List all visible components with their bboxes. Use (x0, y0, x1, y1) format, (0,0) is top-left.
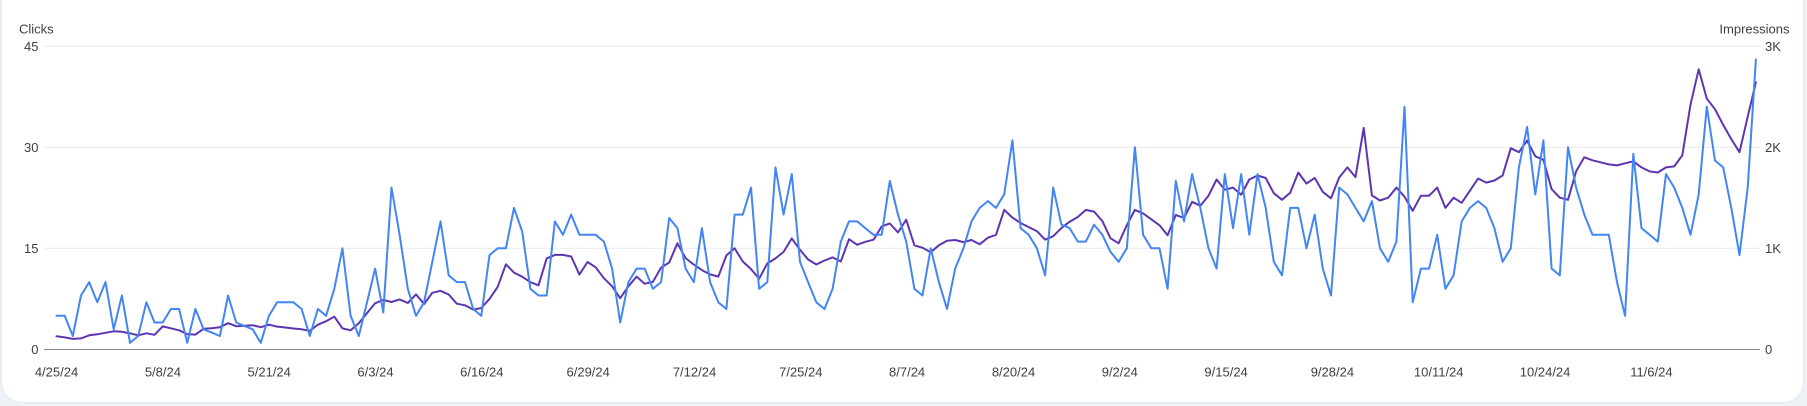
svg-text:2K: 2K (1765, 140, 1781, 155)
svg-text:Clicks: Clicks (19, 22, 54, 37)
svg-text:1K: 1K (1765, 241, 1781, 256)
svg-text:8/7/24: 8/7/24 (889, 365, 925, 380)
svg-text:7/12/24: 7/12/24 (673, 365, 716, 380)
svg-text:7/25/24: 7/25/24 (779, 365, 822, 380)
svg-text:6/29/24: 6/29/24 (567, 365, 610, 380)
svg-text:6/3/24: 6/3/24 (357, 365, 393, 380)
svg-text:Impressions: Impressions (1719, 22, 1790, 37)
svg-text:6/16/24: 6/16/24 (460, 365, 503, 380)
svg-text:0: 0 (31, 342, 38, 357)
svg-text:5/21/24: 5/21/24 (248, 365, 291, 380)
svg-text:11/6/24: 11/6/24 (1630, 365, 1672, 380)
svg-text:0: 0 (1765, 342, 1772, 357)
svg-text:9/2/24: 9/2/24 (1102, 365, 1138, 380)
svg-text:45: 45 (24, 39, 38, 54)
svg-text:9/15/24: 9/15/24 (1204, 365, 1247, 380)
svg-text:15: 15 (24, 241, 38, 256)
svg-text:3K: 3K (1765, 39, 1781, 54)
svg-text:10/24/24: 10/24/24 (1520, 365, 1571, 380)
svg-text:5/8/24: 5/8/24 (145, 365, 181, 380)
svg-text:8/20/24: 8/20/24 (992, 365, 1035, 380)
svg-text:10/11/24: 10/11/24 (1414, 365, 1464, 380)
svg-text:30: 30 (24, 140, 38, 155)
svg-text:4/25/24: 4/25/24 (35, 365, 78, 380)
svg-text:9/28/24: 9/28/24 (1311, 365, 1354, 380)
